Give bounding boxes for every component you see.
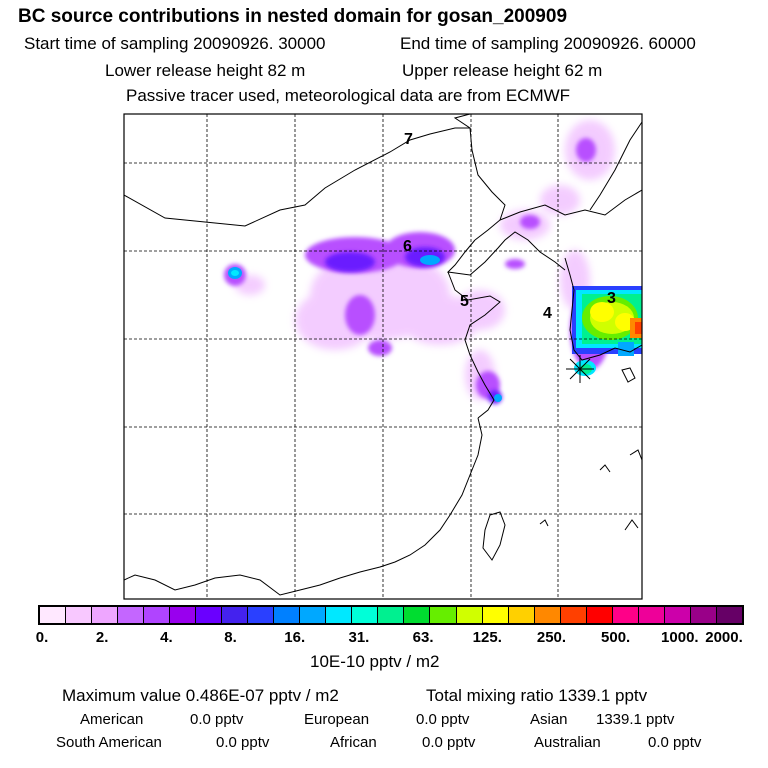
legend-swatch: [456, 607, 483, 623]
legend-swatch: [404, 607, 431, 623]
station-label-6: 6: [403, 238, 412, 255]
tracer-note: Passive tracer used, meteorological data…: [126, 86, 571, 105]
legend-tick: 125.: [472, 629, 502, 646]
legend-swatch: [144, 607, 171, 623]
legend-tick: 500.: [601, 629, 631, 646]
legend-tick: 2.: [95, 629, 109, 646]
region-value: 0.0 pptv: [216, 734, 270, 751]
legend-tick: 1000.: [661, 629, 699, 646]
station-label-5: 5: [460, 293, 469, 310]
coastlines: [124, 114, 642, 596]
region-name: Asian: [530, 711, 568, 728]
legend-swatch: [40, 607, 67, 623]
region-value: 0.0 pptv: [648, 734, 702, 751]
region-name: American: [80, 711, 144, 728]
release-point-marker: [566, 355, 594, 383]
start-time: Start time of sampling 20090926. 30000: [24, 34, 326, 53]
legend-swatch: [664, 607, 691, 623]
legend-swatch: [534, 607, 561, 623]
station-label-7: 7: [404, 131, 413, 148]
legend-tick: 8.: [224, 629, 237, 646]
region-value: 0.0 pptv: [416, 711, 470, 728]
legend-swatch: [612, 607, 639, 623]
end-time: End time of sampling 20090926. 60000: [400, 34, 696, 53]
region-value: 0.0 pptv: [422, 734, 476, 751]
legend-swatch: [690, 607, 717, 623]
total-mixing-ratio: Total mixing ratio 1339.1 pptv: [426, 686, 648, 705]
concentration-field: [224, 120, 642, 404]
legend-swatch: [118, 607, 145, 623]
legend-swatch: [248, 607, 275, 623]
legend-swatch: [326, 607, 353, 623]
legend-swatch: [170, 607, 197, 623]
legend-tick: 31.: [348, 629, 370, 646]
legend-swatch: [300, 607, 327, 623]
color-legend: [38, 605, 744, 625]
legend-swatch: [274, 607, 301, 623]
station-label-3: 3: [607, 290, 616, 307]
region-value: 0.0 pptv: [190, 711, 244, 728]
legend-tick: 4.: [160, 629, 173, 646]
legend-swatch: [560, 607, 587, 623]
region-name: Australian: [534, 734, 601, 751]
legend-swatch: [430, 607, 457, 623]
lower-release-height: Lower release height 82 m: [105, 61, 306, 80]
legend-tick: 0.: [35, 629, 49, 646]
legend-swatch: [222, 607, 249, 623]
legend-swatch: [66, 607, 93, 623]
legend-swatch: [508, 607, 535, 623]
legend-swatch: [196, 607, 223, 623]
legend-swatch: [638, 607, 665, 623]
plume-core: [420, 255, 440, 265]
legend-tick: 250.: [536, 629, 567, 646]
map-grid: [124, 114, 642, 599]
legend-swatch: [716, 607, 742, 623]
legend-tick: 63.: [412, 629, 434, 646]
region-name: South American: [56, 734, 162, 751]
region-name: African: [330, 734, 377, 751]
station-label-4: 4: [543, 305, 552, 322]
plot-title: BC source contributions in nested domain…: [18, 6, 568, 27]
legend-swatch: [352, 607, 379, 623]
region-name: European: [304, 711, 370, 728]
legend-swatch: [378, 607, 405, 623]
legend-swatch: [482, 607, 509, 623]
upper-release-height: Upper release height 62 m: [402, 61, 603, 80]
legend-tick: 16.: [284, 629, 306, 646]
legend-unit: 10E-10 pptv / m2: [310, 652, 440, 671]
legend-tick: 2000.: [705, 629, 743, 646]
region-value: 1339.1 pptv: [596, 711, 675, 728]
max-value: Maximum value 0.486E-07 pptv / m2: [62, 686, 339, 705]
korea-hotspot: [572, 286, 642, 376]
legend-swatch: [92, 607, 119, 623]
legend-swatch: [586, 607, 613, 623]
